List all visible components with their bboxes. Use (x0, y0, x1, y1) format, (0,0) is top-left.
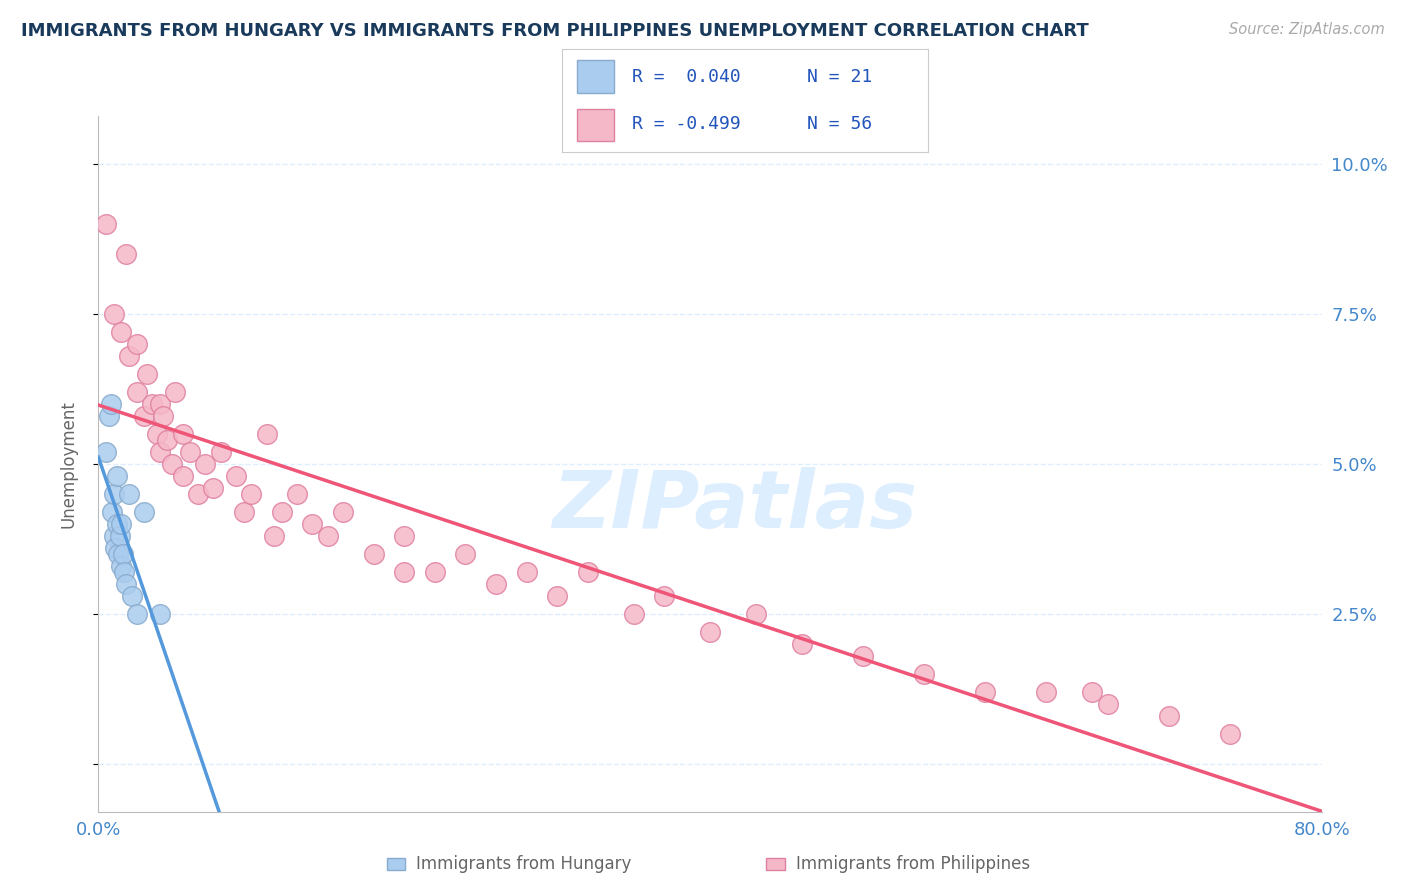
Point (111, 547, 134, 561)
Point (110, 325, 132, 339)
Point (105, 516, 128, 531)
Point (156, 433, 179, 447)
Point (136, 367, 159, 381)
Point (103, 529, 125, 543)
Text: R =  0.040: R = 0.040 (631, 68, 741, 86)
Point (110, 516, 132, 531)
Point (270, 505, 292, 519)
Point (790, 637, 813, 651)
Text: N = 56: N = 56 (807, 115, 873, 133)
Point (187, 487, 209, 501)
Point (104, 541, 127, 555)
Point (1219, 727, 1241, 741)
Point (141, 397, 163, 411)
Point (98, 409, 121, 423)
Point (392, 565, 416, 579)
Point (94, 217, 117, 231)
Point (149, 397, 172, 411)
Point (121, 589, 143, 603)
FancyBboxPatch shape (576, 109, 613, 141)
Point (101, 505, 124, 519)
Point (852, 648, 875, 663)
Point (103, 307, 125, 321)
Point (107, 547, 129, 561)
Text: Source: ZipAtlas.com: Source: ZipAtlas.com (1229, 22, 1385, 37)
Point (225, 468, 247, 483)
Point (623, 607, 645, 621)
Point (118, 487, 141, 501)
Point (652, 589, 675, 603)
Point (160, 457, 183, 471)
Point (115, 247, 138, 261)
Point (516, 565, 538, 579)
Point (576, 565, 599, 579)
Point (110, 558, 132, 573)
Point (149, 445, 172, 459)
Text: IMMIGRANTS FROM HUNGARY VS IMMIGRANTS FROM PHILIPPINES UNEMPLOYMENT CORRELATION : IMMIGRANTS FROM HUNGARY VS IMMIGRANTS FR… (21, 22, 1088, 40)
Point (423, 565, 446, 579)
Point (974, 685, 997, 699)
Point (332, 505, 354, 519)
Point (745, 607, 768, 621)
Y-axis label: Unemployment: Unemployment (59, 400, 77, 528)
Point (363, 547, 385, 561)
Text: ZIPatlas: ZIPatlas (553, 467, 917, 545)
Point (232, 505, 254, 519)
Point (115, 576, 138, 591)
Point (105, 468, 128, 483)
Point (149, 607, 172, 621)
Point (912, 666, 935, 681)
Point (240, 487, 263, 501)
Point (152, 409, 174, 423)
Point (301, 516, 323, 531)
Point (316, 529, 339, 543)
Point (285, 487, 308, 501)
Point (125, 384, 148, 399)
Point (112, 565, 135, 579)
Point (454, 547, 477, 561)
Point (209, 445, 232, 459)
Point (125, 337, 148, 351)
Point (172, 426, 194, 441)
Point (179, 445, 201, 459)
Point (134, 505, 156, 519)
Point (172, 468, 194, 483)
Text: N = 21: N = 21 (807, 68, 873, 86)
Point (125, 607, 148, 621)
Text: R = -0.499: R = -0.499 (631, 115, 741, 133)
Point (485, 576, 508, 591)
Point (1097, 697, 1119, 711)
FancyBboxPatch shape (576, 61, 613, 93)
Point (202, 481, 225, 495)
Point (145, 426, 167, 441)
Point (699, 624, 721, 639)
Point (392, 529, 416, 543)
Point (134, 409, 156, 423)
Text: Immigrants from Hungary: Immigrants from Hungary (416, 855, 631, 873)
Point (103, 487, 125, 501)
Point (256, 426, 278, 441)
Point (163, 384, 186, 399)
Point (1081, 685, 1104, 699)
Point (108, 529, 131, 543)
Point (118, 349, 141, 363)
Text: Immigrants from Philippines: Immigrants from Philippines (796, 855, 1031, 873)
Point (194, 457, 217, 471)
Point (100, 397, 122, 411)
Point (263, 529, 285, 543)
Point (1035, 685, 1057, 699)
Point (546, 589, 568, 603)
Point (1157, 708, 1180, 723)
Point (94, 445, 117, 459)
